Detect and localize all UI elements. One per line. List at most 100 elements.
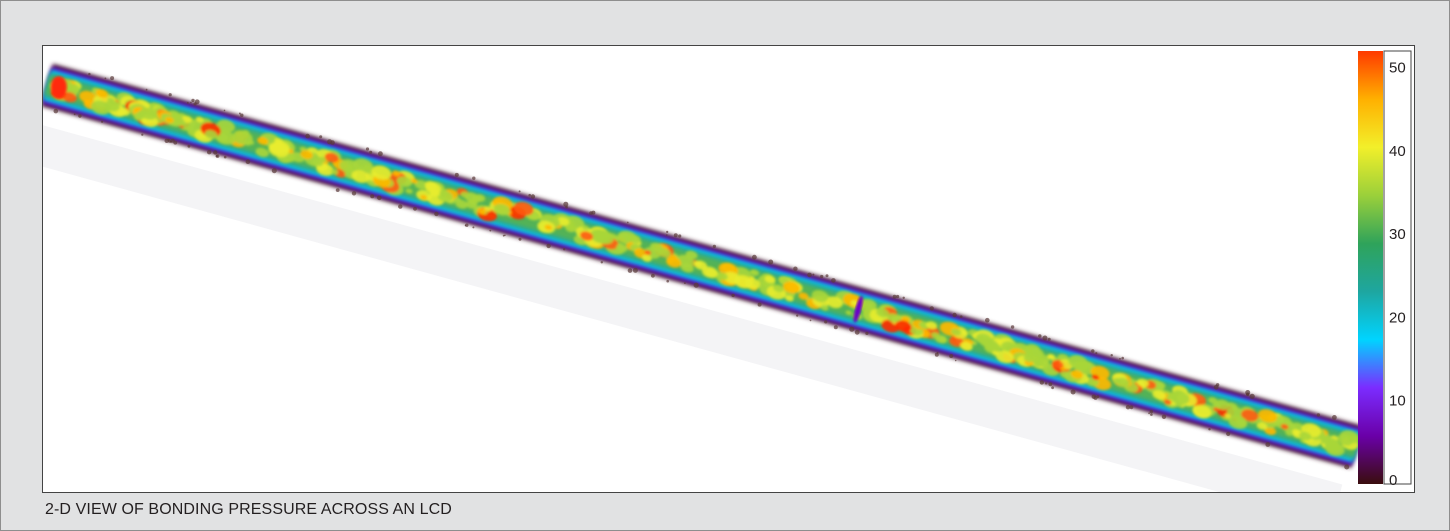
edge-speck <box>666 230 669 233</box>
edge-speck <box>1246 392 1250 396</box>
pressure-blob <box>975 333 992 345</box>
pressure-blob <box>454 197 462 202</box>
edge-speck <box>949 354 954 358</box>
edge-speck <box>53 108 59 114</box>
edge-speck <box>104 77 107 80</box>
pressure-blob <box>1070 370 1083 379</box>
pressure-blob <box>693 260 702 267</box>
pressure-blob <box>544 224 553 231</box>
pressure-blob <box>616 243 628 252</box>
edge-speck <box>959 315 963 319</box>
edge-speck <box>530 194 536 199</box>
edge-speck <box>849 326 855 332</box>
pressure-blob <box>951 328 961 336</box>
edge-speck <box>245 159 251 164</box>
pressure-map-plot: 0 10 20 30 40 50 <box>29 45 1415 524</box>
edge-speck <box>215 154 220 158</box>
edge-speck <box>110 76 115 81</box>
edge-speck <box>896 294 900 299</box>
edge-speck <box>223 109 226 112</box>
pressure-blob <box>723 271 741 284</box>
pressure-blob <box>133 112 145 120</box>
pressure-blob <box>1129 379 1137 384</box>
edge-speck <box>1226 431 1231 436</box>
pressure-blob <box>242 129 250 136</box>
edge-speck <box>1316 413 1321 417</box>
pressure-blob <box>1224 413 1231 419</box>
pressure-blob <box>949 336 964 347</box>
colorbar-tick-label: 20 <box>1389 309 1406 326</box>
edge-speck <box>191 98 195 103</box>
edge-speck <box>1048 382 1053 387</box>
colorbar: 0 10 20 30 40 50 <box>1358 50 1412 489</box>
edge-speck <box>929 306 934 311</box>
edge-speck <box>1161 414 1167 419</box>
edge-speck <box>1265 442 1271 447</box>
edge-speck <box>632 267 638 273</box>
edge-speck <box>1215 383 1220 387</box>
edge-speck <box>518 190 521 193</box>
low-pressure-gap <box>853 295 863 323</box>
pressure-blob <box>164 116 174 124</box>
pressure-blob <box>1256 422 1268 430</box>
pressure-blob <box>371 165 392 180</box>
edge-speck <box>563 248 566 251</box>
pressure-blob <box>782 281 800 294</box>
edge-speck <box>1010 325 1015 329</box>
pressure-blob <box>1299 431 1312 441</box>
pressure-blob <box>785 295 794 302</box>
edge-speck <box>194 99 200 105</box>
pressure-blob <box>311 158 324 167</box>
pressure-map-svg: 0 10 20 30 40 50 <box>29 50 1412 524</box>
edge-speck <box>793 266 798 271</box>
edge-speck <box>825 274 829 278</box>
edge-speck <box>377 195 382 201</box>
edge-speck <box>731 293 735 298</box>
pressure-blob <box>1192 405 1212 419</box>
edge-speck <box>831 278 836 283</box>
shadow-region <box>29 124 1343 524</box>
colorbar-tick-label: 30 <box>1389 226 1406 243</box>
edge-speck <box>240 113 244 117</box>
edge-speck <box>591 210 596 215</box>
pressure-blob <box>961 330 968 335</box>
pressure-blob <box>1228 415 1248 429</box>
pressure-blob <box>582 225 589 230</box>
edge-speck <box>330 140 335 145</box>
edge-speck <box>546 243 551 249</box>
edge-speck <box>335 188 340 193</box>
edge-speck <box>934 352 939 357</box>
edge-speck <box>1150 413 1153 416</box>
edge-speck <box>1042 335 1048 341</box>
pressure-blob <box>1241 409 1259 422</box>
edge-speck <box>1044 382 1048 385</box>
pressure-blob <box>1091 374 1100 380</box>
edge-speck <box>1091 349 1095 353</box>
pressure-blob <box>1324 441 1342 454</box>
edge-speck <box>1121 356 1124 360</box>
pressure-blob <box>1347 435 1360 444</box>
pressure-blob <box>744 278 761 290</box>
edge-speck <box>378 151 383 157</box>
pressure-blob <box>255 147 269 158</box>
pressure-blob <box>1226 406 1245 419</box>
pressure-blobs <box>50 78 1360 456</box>
pressure-blob <box>1264 426 1277 435</box>
edge-speck <box>454 172 459 177</box>
edge-speck <box>145 88 148 91</box>
pressure-blob <box>1136 378 1149 388</box>
pressure-blob <box>67 83 81 93</box>
pressure-blob <box>1152 390 1166 400</box>
pressure-blob <box>716 272 728 281</box>
pressure-blob <box>351 170 370 183</box>
edge-speck <box>168 93 172 97</box>
pressure-blob <box>590 229 610 244</box>
pressure-blob <box>392 170 401 177</box>
edge-speck <box>666 279 669 283</box>
edge-speck <box>78 114 82 118</box>
edge-speck <box>369 150 373 154</box>
edge-speck <box>833 325 838 330</box>
pressure-blob <box>862 308 871 315</box>
pressure-blob <box>455 199 468 209</box>
